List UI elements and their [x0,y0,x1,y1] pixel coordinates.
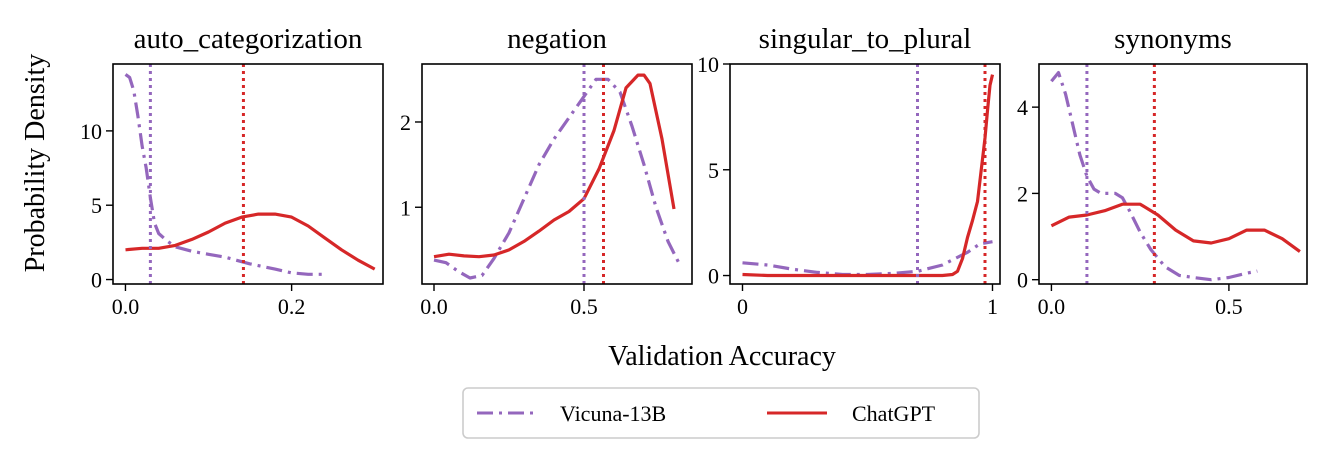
panel-negation: negation 0.0 0.5 1 2 [400,23,693,319]
series-line-vicuna-13b [124,73,325,276]
plot-frame [1038,63,1308,285]
series-line-vicuna-13b [433,77,682,280]
panel-synonyms: synonyms 0.0 0.5 0 2 4 [1017,23,1308,319]
x-tick-label: 0.5 [570,294,598,319]
plot-frame [729,63,1001,285]
y-tick-label: 5 [708,158,719,183]
panel-title: synonyms [1114,23,1232,55]
y-tick-label: 2 [1017,181,1028,206]
y-tick-label: 4 [1017,95,1028,120]
x-tick-label: 0.0 [420,294,448,319]
panel-title: singular_to_plural [759,23,972,55]
y-tick-label: 0 [91,268,102,293]
x-axis-label: Validation Accuracy [608,341,836,372]
x-tick-label: 0.0 [1038,294,1066,319]
legend-label-vicuna: Vicuna-13B [560,401,666,426]
y-tick-label: 1 [400,195,411,220]
legend-frame [462,387,980,439]
series-line-chatgpt [125,212,376,271]
y-tick-label: 10 [697,52,719,77]
plot-frame [112,63,384,285]
series-line-chatgpt [433,73,676,259]
panel-title: auto_categorization [134,23,363,55]
x-tick-label: 0.0 [112,294,140,319]
plot-frame [421,63,693,285]
series-line-vicuna-13b [742,240,993,277]
panel-auto-categorization: auto_categorization 0.0 0.2 0 5 10 [80,23,384,319]
x-tick-label: 1 [987,294,998,319]
x-tick-label: 0 [737,294,748,319]
y-tick-label: 0 [708,264,719,289]
series-line-vicuna-13b [1050,71,1258,282]
x-tick-label: 0.5 [1215,294,1243,319]
y-tick-label: 5 [91,193,102,218]
series-line-chatgpt [1050,202,1301,253]
panel-title: negation [507,23,607,55]
y-tick-label: 2 [400,110,411,135]
x-tick-label: 0.2 [278,294,306,319]
legend: Vicuna-13B ChatGPT [462,387,980,439]
series-line-chatgpt [742,74,995,278]
y-tick-label: 10 [80,119,102,144]
y-axis-label: Probability Density [20,54,51,273]
legend-label-chatgpt: ChatGPT [852,401,936,426]
y-tick-label: 0 [1017,268,1028,293]
